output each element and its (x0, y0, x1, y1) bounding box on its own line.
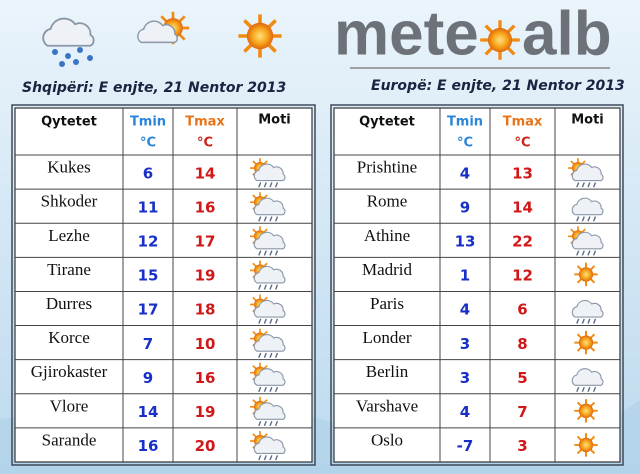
tmin: 6 (143, 164, 153, 182)
tmin: 12 (138, 232, 159, 250)
tmax: 16 (195, 198, 216, 216)
city: Vlore (50, 396, 89, 415)
header-moti: Moti (258, 113, 291, 128)
tmax: 20 (195, 437, 216, 455)
header-tmin: Tmin (447, 115, 483, 130)
header-tmin-unit: °C (457, 136, 473, 151)
tmin: 9 (460, 198, 470, 216)
tmax: 14 (195, 164, 216, 182)
header-city: Qytetet (41, 115, 97, 130)
city: Madrid (362, 260, 413, 279)
tmin: 13 (455, 232, 476, 250)
tmin: 17 (138, 301, 159, 319)
tmin: 15 (138, 267, 159, 285)
sun-icon (236, 12, 284, 60)
logo-sun (478, 18, 522, 62)
city: Lezhe (48, 226, 90, 245)
tmin: 9 (143, 369, 153, 387)
logo-left: mete (334, 0, 479, 68)
weather-icon (573, 261, 599, 288)
tmin: 4 (460, 164, 470, 182)
tmax: 18 (195, 301, 216, 319)
city: Oslo (371, 430, 403, 449)
tmin: -7 (457, 437, 474, 455)
city: Sarande (42, 430, 97, 449)
city: Rome (367, 192, 408, 211)
city: Tirane (47, 260, 91, 279)
sun-icon (573, 329, 599, 356)
city: Paris (370, 294, 404, 313)
logo-right: alb (522, 0, 612, 68)
city: Kukes (47, 158, 90, 177)
sun-icon (573, 432, 599, 458)
tmax: 8 (517, 335, 527, 353)
header-moti: Moti (571, 113, 604, 128)
left-title: Shqipëri: E enjte, 21 Nentor 2013 (22, 80, 286, 96)
city: Varshave (356, 396, 418, 415)
tmin: 14 (138, 403, 159, 421)
rain-cloud-icon (42, 17, 95, 67)
tmin: 4 (460, 301, 470, 319)
weather-icon (573, 432, 599, 458)
tmax: 13 (512, 164, 533, 182)
weather-icon (573, 329, 599, 356)
sun-icon (573, 261, 599, 288)
header-tmax: Tmax (185, 115, 225, 130)
header-tmax: Tmax (503, 115, 543, 130)
header-tmax-unit: °C (197, 136, 213, 151)
tmax: 3 (517, 437, 527, 455)
tmax: 5 (517, 369, 527, 387)
tmax: 6 (517, 301, 527, 319)
header-tmax-unit: °C (514, 136, 530, 151)
header-tmin-unit: °C (140, 136, 156, 151)
tmin: 16 (138, 437, 159, 455)
tmax: 19 (195, 267, 216, 285)
header-city: Qytetet (359, 115, 415, 130)
tmax: 12 (512, 267, 533, 285)
tmax: 16 (195, 369, 216, 387)
city: Prishtine (357, 158, 417, 177)
tmin: 11 (138, 198, 159, 216)
tmin: 3 (460, 335, 470, 353)
tmin: 1 (460, 267, 470, 285)
tmin: 7 (143, 335, 153, 353)
city: Berlin (366, 362, 409, 381)
city: Athine (364, 226, 410, 245)
sun-icon (573, 398, 599, 424)
table-shadow (11, 104, 316, 466)
tmin: 4 (460, 403, 470, 421)
city: Gjirokaster (31, 362, 108, 381)
tmax: 19 (195, 403, 216, 421)
tmax: 14 (512, 198, 533, 216)
weather-icon (573, 398, 599, 424)
city: Londer (362, 328, 411, 347)
tmin: 3 (460, 369, 470, 387)
city: Korce (48, 328, 90, 347)
tmax: 22 (512, 232, 533, 250)
tmax: 10 (195, 335, 216, 353)
tmax: 7 (517, 403, 527, 421)
header-tmin: Tmin (130, 115, 166, 130)
tmax: 17 (195, 232, 216, 250)
city: Shkoder (41, 192, 98, 211)
table-shadow (330, 104, 624, 466)
right-title: Europë: E enjte, 21 Nentor 2013 (371, 78, 625, 94)
city: Durres (46, 294, 92, 313)
